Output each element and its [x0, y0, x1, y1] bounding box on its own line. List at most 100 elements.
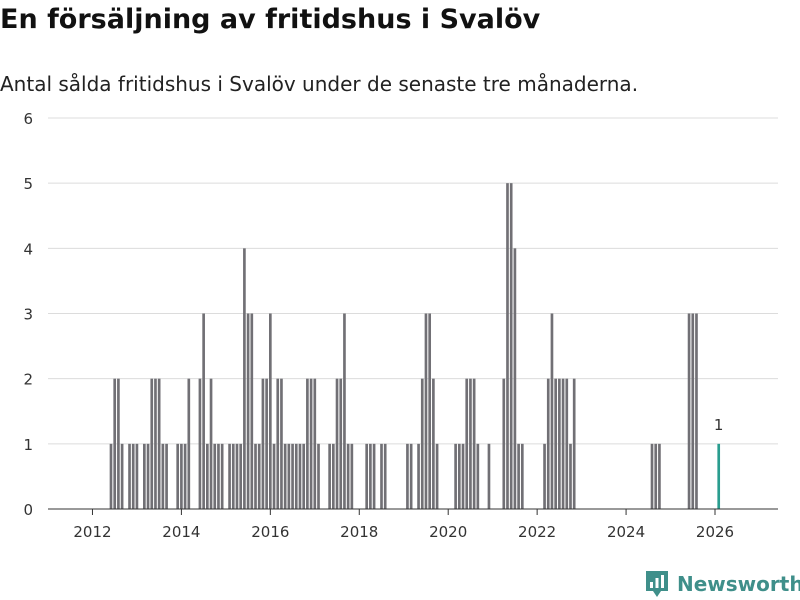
- bar: [558, 378, 561, 509]
- bar: [565, 378, 569, 509]
- bar: [343, 313, 346, 509]
- bar: [217, 443, 220, 509]
- bar: [150, 378, 154, 509]
- y-tick-label: 4: [23, 240, 33, 258]
- bar: [209, 378, 213, 509]
- highlight-bar: [717, 443, 721, 509]
- bar-data-label: 1: [714, 416, 724, 434]
- bar: [246, 313, 250, 509]
- bar: [302, 443, 306, 509]
- x-tick-label: 2018: [340, 523, 378, 541]
- bar: [146, 443, 150, 509]
- bar: [206, 443, 209, 509]
- bar: [135, 443, 139, 509]
- bar: [239, 443, 243, 509]
- bar: [276, 378, 280, 509]
- bar: [383, 443, 387, 509]
- brand-logo: Newsworthy: [644, 568, 800, 600]
- bar: [517, 443, 520, 509]
- y-tick-label: 2: [23, 371, 33, 389]
- bar: [550, 313, 554, 509]
- bar: [117, 378, 120, 509]
- x-tick-label: 2022: [518, 523, 556, 541]
- bar: [187, 378, 191, 509]
- bar: [569, 443, 572, 509]
- bar: [509, 183, 513, 509]
- bar: [658, 443, 661, 509]
- bar: [543, 443, 546, 509]
- bar: [346, 443, 350, 509]
- bar: [176, 443, 180, 509]
- bar: [294, 443, 298, 509]
- bar: [261, 378, 265, 509]
- bar: [120, 443, 124, 509]
- bar: [561, 378, 565, 509]
- bar: [339, 378, 343, 509]
- bar: [457, 443, 461, 509]
- bar: [131, 443, 135, 509]
- bar: [283, 443, 287, 509]
- bar: [198, 378, 202, 509]
- bar: [183, 443, 187, 509]
- bar: [265, 378, 268, 509]
- x-tick-label: 2016: [251, 523, 289, 541]
- x-tick-label: 2020: [429, 523, 467, 541]
- bar: [650, 443, 654, 509]
- bar: [113, 378, 117, 509]
- bar: [472, 378, 476, 509]
- bar: [165, 443, 168, 509]
- bar: [231, 443, 235, 509]
- bar: [546, 378, 550, 509]
- bar: [220, 443, 224, 509]
- bar: [291, 443, 294, 509]
- bar: [143, 443, 146, 509]
- y-tick-label: 6: [23, 110, 33, 128]
- bar: [520, 443, 524, 509]
- bar: [469, 378, 472, 509]
- bar: [654, 443, 658, 509]
- bar: [406, 443, 409, 509]
- bar: [180, 443, 183, 509]
- bar: [317, 443, 320, 509]
- bar: [502, 378, 506, 509]
- bar: [213, 443, 217, 509]
- bar: [572, 378, 576, 509]
- bar: [513, 248, 517, 510]
- y-tick-label: 3: [23, 306, 33, 324]
- bar: [428, 313, 432, 509]
- y-tick-label: 1: [23, 436, 33, 454]
- brand-name: Newsworthy: [677, 572, 800, 596]
- bar: [687, 313, 691, 509]
- bar: [461, 443, 465, 509]
- bar: [350, 443, 354, 509]
- bar: [465, 378, 469, 509]
- bar: [306, 378, 309, 509]
- bar: [269, 313, 272, 509]
- bar: [424, 313, 428, 509]
- bar: [154, 378, 157, 509]
- bar: [109, 443, 113, 509]
- bar: [128, 443, 131, 509]
- bar: [435, 443, 439, 509]
- bar: [695, 313, 698, 509]
- chart-subtitle: Antal sålda fritidshus i Svalöv under de…: [0, 72, 639, 96]
- y-tick-label: 0: [23, 501, 33, 519]
- bar: [250, 313, 254, 509]
- bar: [335, 378, 339, 509]
- bar: [691, 313, 695, 509]
- bar: [432, 378, 435, 509]
- bar: [257, 443, 261, 509]
- x-tick-label: 2014: [162, 523, 200, 541]
- bar: [272, 443, 276, 509]
- chart-title: En försäljning av fritidshus i Svalöv: [0, 4, 541, 35]
- bar: [409, 443, 413, 509]
- bar: [298, 443, 302, 509]
- bar: [420, 378, 424, 509]
- bar: [476, 443, 480, 509]
- bar: [487, 443, 491, 509]
- bar: [161, 443, 165, 509]
- bar: [328, 443, 331, 509]
- newsworthy-logo-icon: [646, 571, 668, 597]
- bar-chart: 0 1 2 3 4 5 6 1 2012 2014 2016 2018 2020 2022 2024 2026: [23, 110, 778, 541]
- bar: [454, 443, 457, 509]
